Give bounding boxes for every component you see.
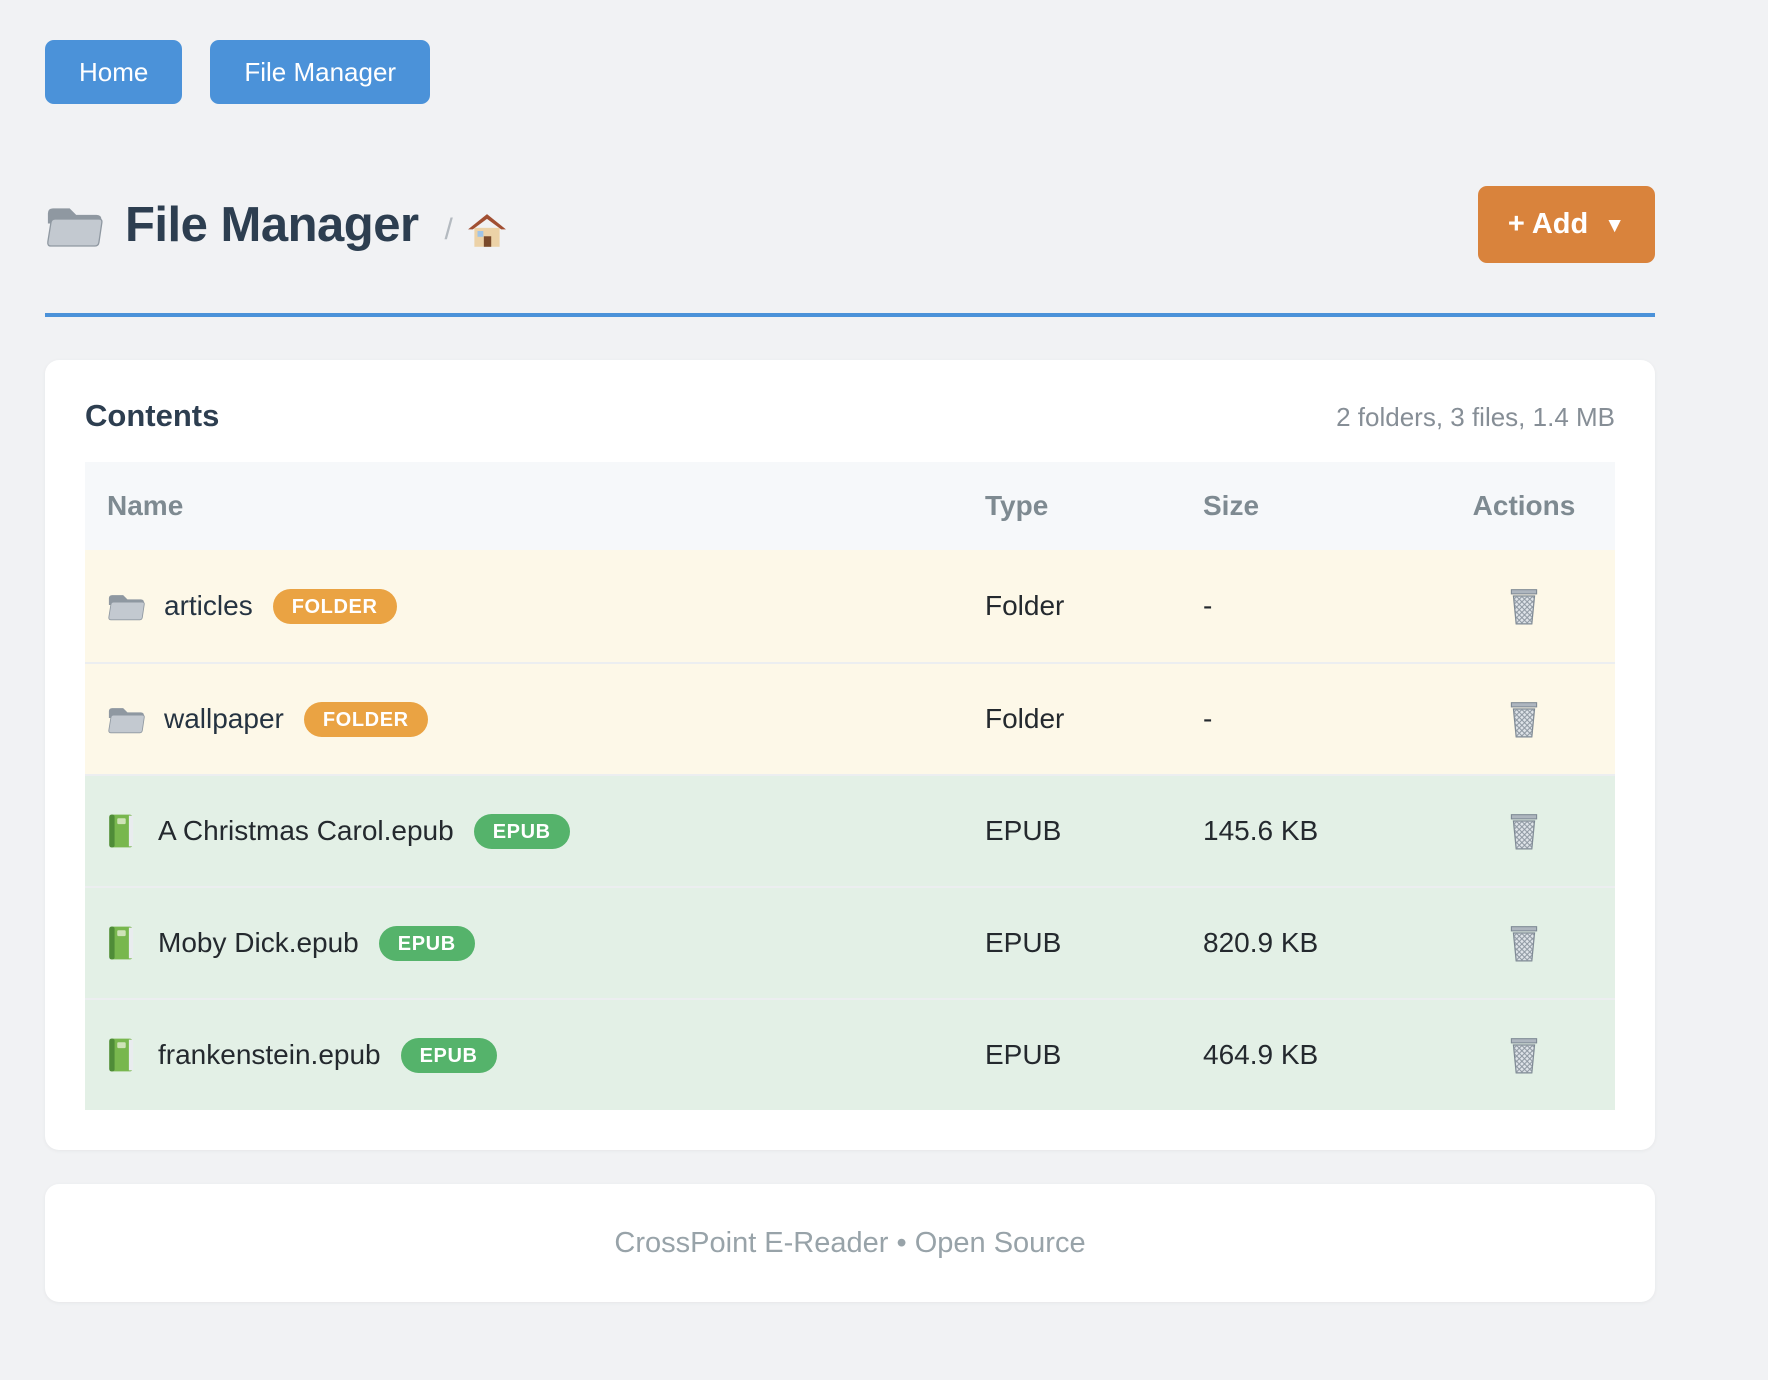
epub-badge: EPUB — [378, 925, 475, 961]
file-size: - — [1203, 703, 1213, 734]
breadcrumb-separator: / — [444, 212, 453, 246]
folder-icon — [108, 594, 145, 621]
file-type: EPUB — [985, 1039, 1062, 1070]
epub-badge: EPUB — [400, 1037, 497, 1073]
page: Home File Manager File Manager / + Add ▼… — [45, 40, 1655, 1302]
file-size: 820.9 KB — [1203, 927, 1319, 958]
file-type: Folder — [985, 590, 1065, 621]
nav-file-manager-button[interactable]: File Manager — [210, 40, 431, 104]
delete-button[interactable] — [1502, 807, 1546, 855]
contents-card: Contents 2 folders, 3 files, 1.4 MB Name… — [45, 360, 1655, 1150]
top-nav: Home File Manager — [45, 40, 1655, 104]
table-row[interactable]: A Christmas Carol.epub EPUB EPUB 145.6 K… — [85, 774, 1615, 886]
column-header-name: Name — [107, 490, 184, 521]
header-divider — [45, 313, 1655, 317]
green-book-icon — [109, 926, 134, 960]
trash-icon — [1510, 926, 1538, 962]
contents-summary: 2 folders, 3 files, 1.4 MB — [1336, 402, 1615, 432]
title-group: File Manager / — [45, 197, 507, 253]
table-row[interactable]: Moby Dick.epub EPUB EPUB 820.9 KB — [85, 886, 1615, 998]
delete-button[interactable] — [1502, 582, 1546, 630]
file-name: articles — [164, 590, 253, 621]
folder-badge: FOLDER — [272, 588, 397, 624]
folder-badge: FOLDER — [303, 701, 428, 737]
footer: CrossPoint E-Reader • Open Source — [45, 1184, 1655, 1302]
file-type: EPUB — [985, 815, 1062, 846]
column-header-actions: Actions — [1472, 490, 1576, 521]
add-button[interactable]: + Add ▼ — [1477, 186, 1655, 263]
file-name: wallpaper — [164, 703, 284, 734]
table-row[interactable]: articles FOLDER Folder - — [85, 550, 1615, 662]
column-header-type: Type — [985, 490, 1049, 521]
trash-icon — [1510, 814, 1538, 850]
file-name: frankenstein.epub — [158, 1039, 381, 1070]
page-header: File Manager / + Add ▼ — [45, 186, 1655, 263]
delete-button[interactable] — [1502, 695, 1546, 743]
delete-button[interactable] — [1502, 1031, 1546, 1079]
file-type: EPUB — [985, 927, 1062, 958]
delete-button[interactable] — [1502, 919, 1546, 967]
folder-icon — [47, 207, 103, 247]
table-row[interactable]: wallpaper FOLDER Folder - — [85, 662, 1615, 774]
file-size: 464.9 KB — [1203, 1039, 1319, 1070]
folder-icon — [108, 707, 145, 734]
footer-text: CrossPoint E-Reader • Open Source — [614, 1226, 1086, 1259]
epub-badge: EPUB — [473, 813, 570, 849]
nav-home-button[interactable]: Home — [45, 40, 183, 104]
add-button-label: + Add — [1507, 208, 1589, 240]
trash-icon — [1510, 589, 1538, 625]
trash-icon — [1510, 702, 1538, 738]
file-size: 145.6 KB — [1203, 815, 1319, 846]
file-size: - — [1203, 590, 1213, 621]
file-type: Folder — [985, 703, 1065, 734]
page-title: File Manager — [125, 197, 419, 252]
card-title: Contents — [85, 398, 220, 433]
house-icon[interactable] — [467, 212, 507, 250]
table-header-row: Name Type Size Actions — [85, 462, 1615, 550]
table-row[interactable]: frankenstein.epub EPUB EPUB 464.9 KB — [85, 998, 1615, 1110]
file-name: Moby Dick.epub — [158, 927, 359, 958]
trash-icon — [1510, 1038, 1538, 1074]
column-header-size: Size — [1203, 490, 1260, 521]
file-name: A Christmas Carol.epub — [158, 815, 454, 846]
card-header: Contents 2 folders, 3 files, 1.4 MB — [85, 398, 1615, 434]
chevron-down-icon: ▼ — [1604, 214, 1625, 237]
green-book-icon — [109, 814, 134, 848]
file-table: Name Type Size Actions articles FOLDER F… — [85, 462, 1615, 1110]
green-book-icon — [109, 1038, 134, 1072]
